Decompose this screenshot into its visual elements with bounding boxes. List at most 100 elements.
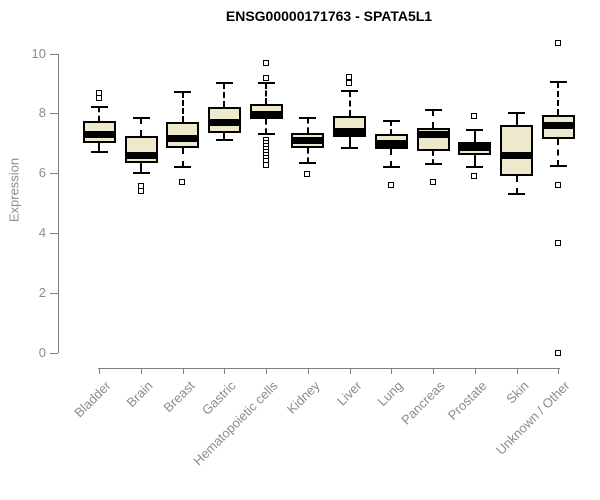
median-line	[207, 118, 241, 126]
y-tick	[50, 353, 58, 354]
lower-whisker-line	[473, 155, 476, 168]
lower-whisker-cap	[549, 164, 567, 167]
lower-whisker-line	[181, 147, 184, 168]
upper-whisker-cap	[466, 128, 484, 131]
upper-whisker-line	[432, 110, 435, 129]
x-tick	[307, 368, 309, 374]
upper-whisker-line	[265, 83, 268, 105]
upper-whisker-cap	[424, 109, 442, 112]
y-tick-label: 4	[38, 225, 46, 241]
outlier-point	[554, 349, 561, 356]
lower-whisker-cap	[424, 163, 442, 166]
median-line	[500, 151, 534, 159]
median-line	[291, 136, 325, 144]
upper-whisker-line	[223, 83, 226, 108]
median-line	[124, 151, 158, 159]
median-line	[249, 111, 283, 119]
upper-whisker-line	[98, 107, 101, 121]
y-tick	[50, 233, 58, 235]
lower-whisker-line	[223, 132, 226, 141]
lower-whisker-cap	[382, 166, 400, 169]
lower-whisker-cap	[90, 151, 108, 154]
median-line	[82, 130, 116, 138]
x-tick	[516, 368, 518, 374]
y-tick-label: 8	[38, 105, 46, 121]
upper-whisker-cap	[132, 116, 150, 119]
outlier-point	[304, 171, 311, 178]
lower-whisker-cap	[508, 193, 526, 196]
upper-whisker-cap	[508, 112, 526, 115]
upper-whisker-line	[306, 117, 309, 133]
upper-whisker-cap	[215, 82, 233, 85]
box	[166, 122, 200, 148]
outlier-point	[95, 94, 102, 101]
y-tick-label: 10	[31, 45, 46, 61]
outlier-point	[137, 187, 144, 194]
lower-whisker-cap	[174, 166, 192, 169]
upper-whisker-line	[557, 81, 560, 115]
upper-whisker-line	[515, 113, 518, 126]
lower-whisker-cap	[257, 133, 275, 136]
upper-whisker-line	[140, 117, 143, 136]
outlier-point	[262, 75, 269, 82]
median-line	[333, 127, 367, 135]
outlier-point	[471, 172, 478, 179]
lower-whisker-line	[390, 149, 393, 168]
lower-whisker-line	[98, 143, 101, 153]
upper-whisker-line	[390, 120, 393, 135]
outlier-point	[387, 181, 394, 188]
outlier-point	[262, 60, 269, 67]
x-tick	[182, 368, 184, 374]
upper-whisker-cap	[90, 106, 108, 109]
lower-whisker-line	[140, 162, 143, 174]
upper-whisker-cap	[174, 91, 192, 94]
x-tick	[391, 368, 393, 374]
lower-whisker-line	[306, 147, 309, 163]
median-line	[166, 135, 200, 143]
median-line	[541, 121, 575, 129]
y-tick	[50, 113, 58, 115]
lower-whisker-cap	[466, 166, 484, 169]
outlier-point	[554, 240, 561, 247]
median-line	[458, 144, 492, 152]
y-tick-label: 6	[38, 165, 46, 181]
upper-whisker-cap	[299, 116, 317, 119]
lower-whisker-cap	[341, 146, 359, 149]
x-tick	[266, 368, 268, 374]
upper-whisker-cap	[257, 82, 275, 85]
y-tick-label: 2	[38, 285, 46, 301]
x-tick	[349, 368, 351, 374]
x-tick	[141, 368, 143, 374]
outlier-point	[554, 39, 561, 46]
outlier-point	[346, 79, 353, 86]
lower-whisker-cap	[215, 139, 233, 142]
upper-whisker-cap	[382, 119, 400, 122]
chart-title: ENSG00000171763 - SPATA5L1	[225, 8, 433, 24]
y-tick	[50, 173, 58, 175]
outlier-point	[554, 181, 561, 188]
x-tick	[558, 368, 560, 374]
outlier-point	[179, 178, 186, 185]
outlier-point	[346, 73, 353, 80]
median-line	[374, 139, 408, 147]
upper-whisker-line	[473, 129, 476, 142]
lower-whisker-cap	[299, 161, 317, 164]
lower-whisker-line	[348, 137, 351, 148]
median-line	[416, 130, 450, 138]
lower-whisker-line	[515, 176, 518, 195]
x-axis-line	[98, 368, 560, 369]
y-tick	[50, 293, 58, 295]
upper-whisker-line	[348, 90, 351, 117]
x-tick	[224, 368, 226, 374]
upper-whisker-line	[181, 92, 184, 123]
lower-whisker-cap	[132, 172, 150, 175]
x-tick	[433, 368, 435, 374]
x-tick	[99, 368, 101, 374]
lower-whisker-line	[265, 119, 268, 135]
upper-whisker-cap	[549, 80, 567, 83]
upper-whisker-cap	[341, 89, 359, 92]
outlier-point	[429, 178, 436, 185]
outlier-point	[471, 112, 478, 119]
x-tick	[474, 368, 476, 374]
